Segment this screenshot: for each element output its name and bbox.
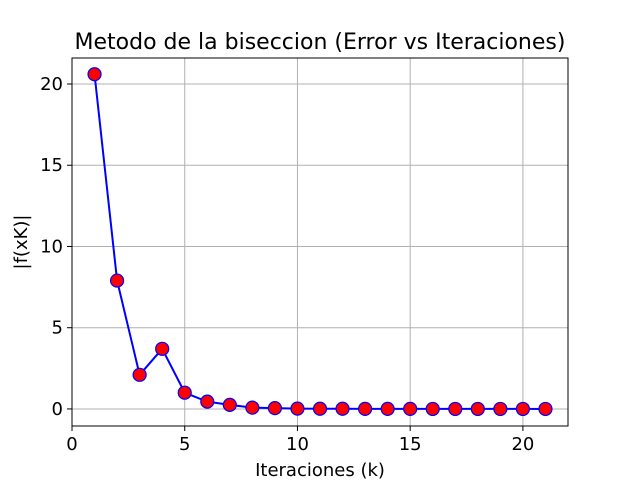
data-point — [132, 367, 147, 382]
axis-ticks: 0 5 10 15 20 0 5 10 15 20 — [40, 74, 534, 455]
chart-title: Metodo de la biseccion (Error vs Iteraci… — [75, 30, 566, 55]
data-point — [245, 400, 260, 415]
data-point — [222, 397, 237, 412]
grid — [71, 58, 568, 426]
data-point — [493, 401, 508, 417]
data-point — [448, 401, 463, 417]
y-tick-label: 0 — [52, 399, 63, 420]
data-point — [357, 401, 373, 416]
data-point — [87, 67, 102, 82]
plot-frame — [71, 57, 569, 427]
series-line — [93, 74, 546, 410]
y-tick-label: 15 — [40, 155, 63, 176]
x-tick-label: 15 — [399, 434, 422, 455]
y-tick-label: 20 — [40, 74, 63, 95]
data-point — [335, 401, 350, 416]
data-point — [312, 401, 328, 416]
data-point — [403, 401, 418, 417]
data-point — [425, 401, 440, 417]
data-point — [380, 401, 395, 416]
data-point — [267, 401, 283, 416]
data-point — [200, 394, 215, 409]
data-point — [515, 401, 531, 417]
x-tick-label: 20 — [511, 434, 534, 455]
x-tick-label: 0 — [66, 434, 77, 455]
data-point — [177, 385, 192, 400]
x-axis-label: Iteraciones (k) — [255, 460, 385, 481]
series-line-group — [93, 74, 546, 410]
y-tick-label: 5 — [52, 318, 63, 339]
x-tick-label: 10 — [286, 434, 309, 455]
data-markers — [87, 67, 553, 417]
y-axis-label: |f(xK)| — [11, 215, 32, 270]
data-point — [155, 341, 170, 356]
data-point — [538, 401, 553, 417]
data-point — [290, 401, 305, 416]
x-tick-label: 5 — [179, 434, 190, 455]
data-point — [470, 401, 485, 417]
data-point — [109, 273, 125, 288]
y-tick-label: 10 — [40, 236, 63, 257]
